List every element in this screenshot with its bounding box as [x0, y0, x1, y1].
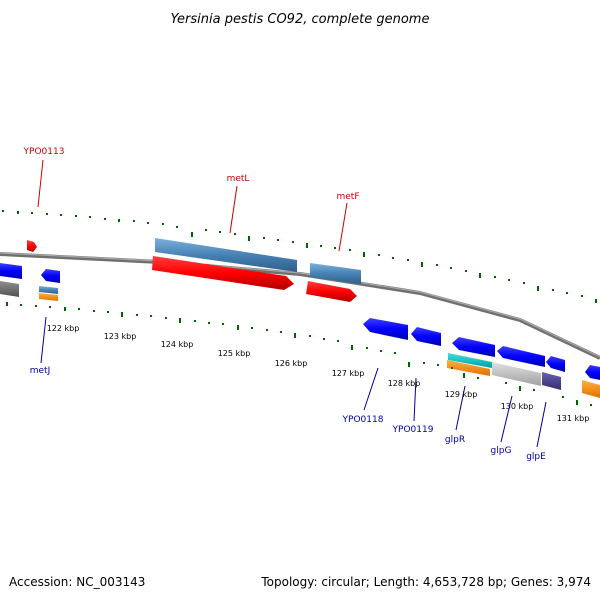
- feature-ypo0119-cds[interactable]: [411, 327, 441, 346]
- genome-backbone: [0, 252, 600, 360]
- gene-label-glpg[interactable]: glpG: [491, 446, 512, 456]
- feature-right-edge-cds[interactable]: [585, 365, 600, 380]
- feature-metj-gene[interactable]: [39, 286, 58, 294]
- feature-glpr-orange[interactable]: [447, 360, 490, 376]
- upper-tick-row: [2, 210, 597, 303]
- feature-metf-gene[interactable]: [310, 263, 361, 284]
- feature-metj-cds[interactable]: [41, 269, 60, 283]
- feature-right-edge-orange[interactable]: [582, 380, 600, 398]
- leader-lines: [37, 159, 547, 448]
- scale-label: 123 kbp: [104, 332, 137, 341]
- lower-tick-row: [6, 302, 592, 406]
- feature-left-edge-cds[interactable]: [0, 263, 22, 279]
- gene-label-ypo0113[interactable]: YPO0113: [23, 147, 65, 157]
- gene-labels: YPO0113 metL metF metJ YPO0118 YPO0119 g…: [23, 147, 547, 462]
- feature-metl-gene[interactable]: [155, 238, 297, 272]
- scale-label: 126 kbp: [275, 359, 308, 368]
- scale-label: 130 kbp: [501, 402, 534, 411]
- feature-glpr-cds[interactable]: [452, 337, 495, 357]
- gene-label-metl[interactable]: metL: [227, 174, 250, 184]
- feature-ypo0118-cds[interactable]: [363, 318, 408, 340]
- feature-metj-orange[interactable]: [39, 293, 58, 301]
- scale-label: 122 kbp: [47, 324, 80, 333]
- gene-label-glpe[interactable]: glpE: [526, 452, 546, 462]
- accession-text: Accession: NC_003143: [9, 575, 145, 589]
- gene-label-ypo0118[interactable]: YPO0118: [342, 415, 384, 425]
- feature-glpe-cds[interactable]: [546, 356, 565, 372]
- scale-label: 127 kbp: [332, 369, 365, 378]
- scale-labels: 122 kbp 123 kbp 124 kbp 125 kbp 126 kbp …: [47, 324, 590, 423]
- scale-label: 128 kbp: [388, 379, 421, 388]
- feature-metl-cds[interactable]: [152, 256, 294, 290]
- feature-glpr-gene[interactable]: [448, 353, 492, 368]
- feature-glpg-cds[interactable]: [497, 346, 545, 367]
- scale-label: 125 kbp: [218, 349, 251, 358]
- gene-label-glpr[interactable]: glpR: [445, 435, 465, 445]
- feature-left-edge-gray[interactable]: [0, 281, 19, 297]
- feature-metf-cds[interactable]: [306, 281, 357, 302]
- gene-label-metj[interactable]: metJ: [30, 366, 51, 376]
- gene-label-ypo0119[interactable]: YPO0119: [392, 425, 434, 435]
- gene-label-metf[interactable]: metF: [336, 192, 359, 202]
- feature-glpg-gray[interactable]: [492, 362, 541, 386]
- genome-summary-text: Topology: circular; Length: 4,653,728 bp…: [260, 575, 591, 589]
- feature-ypo0113-cds[interactable]: [27, 240, 37, 252]
- scale-label: 129 kbp: [445, 390, 478, 399]
- map-title: Yersinia pestis CO92, complete genome: [171, 12, 430, 27]
- scale-label: 124 kbp: [161, 340, 194, 349]
- feature-glpe-purple[interactable]: [542, 372, 561, 390]
- scale-label: 131 kbp: [557, 414, 590, 423]
